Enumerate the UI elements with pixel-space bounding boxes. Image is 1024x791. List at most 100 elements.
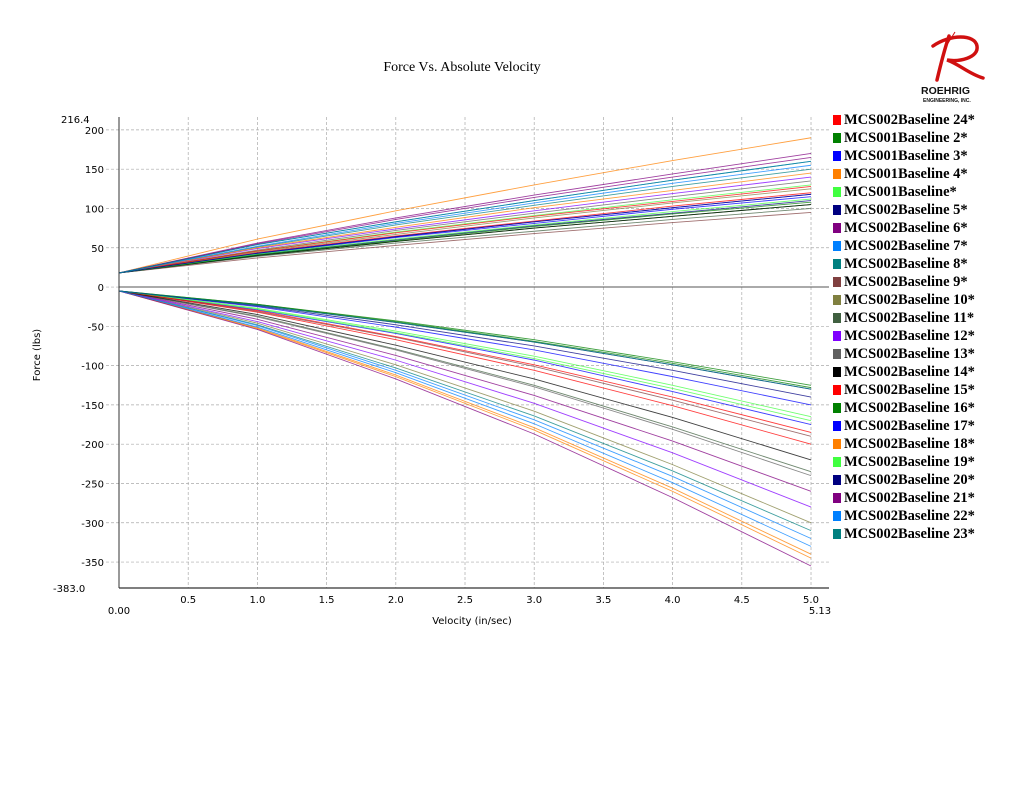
legend-label: MCS002Baseline 22* [844,508,975,524]
x-axis-label: Velocity (in/sec) [432,616,512,627]
legend-item[interactable]: MCS002Baseline 12* [833,327,975,345]
series-line-rebound [118,201,812,274]
legend-label: MCS002Baseline 17* [844,418,975,434]
y-tick-label: -50 [88,322,104,333]
x-tick-label: 5.0 [803,595,819,606]
legend-swatch [833,169,841,179]
legend-label: MCS002Baseline 24* [844,112,975,128]
legend-swatch [833,295,841,305]
series-line-compression [118,290,812,390]
legend-label: MCS001Baseline* [844,184,957,200]
legend-label: MCS001Baseline 3* [844,148,968,164]
legend-swatch [833,313,841,323]
legend-item[interactable]: MCS002Baseline 17* [833,417,975,435]
legend-item[interactable]: MCS002Baseline 23* [833,525,975,543]
legend-label: MCS002Baseline 21* [844,490,975,506]
legend-swatch [833,259,841,269]
y-tick-label: 200 [85,126,104,137]
logo-r-icon: ROEHRIG ENGINEERING, INC. [921,31,985,104]
legend-item[interactable]: MCS002Baseline 19* [833,453,975,471]
legend-swatch [833,115,841,125]
series-line-rebound [118,193,812,274]
series-line-compression [118,290,812,433]
legend-swatch [833,511,841,521]
legend-item[interactable]: MCS001Baseline* [833,183,975,201]
legend-label: MCS002Baseline 23* [844,526,975,542]
y-tick-label: -250 [81,479,104,490]
legend-item[interactable]: MCS002Baseline 5* [833,201,975,219]
legend-item[interactable]: MCS001Baseline 3* [833,147,975,165]
legend-swatch [833,493,841,503]
y-tick-label: -350 [81,558,104,569]
series-line-compression [118,290,812,477]
series-line-compression [118,290,812,473]
legend-label: MCS002Baseline 5* [844,202,968,218]
y-tick-label: 100 [85,204,104,215]
legend-item[interactable]: MCS002Baseline 21* [833,489,975,507]
legend-item[interactable]: MCS002Baseline 18* [833,435,975,453]
legend-item[interactable]: MCS002Baseline 9* [833,273,975,291]
legend-label: MCS002Baseline 9* [844,274,968,290]
legend-item[interactable]: MCS002Baseline 10* [833,291,975,309]
legend-label: MCS002Baseline 18* [844,436,975,452]
series-line-rebound [118,137,812,274]
legend-label: MCS002Baseline 14* [844,364,975,380]
legend-swatch [833,367,841,377]
legend-swatch [833,349,841,359]
series-line-compression [118,290,812,422]
series-line-compression [118,290,812,567]
legend-swatch [833,241,841,251]
series-line-compression [118,290,812,425]
y-min-label: -383.0 [53,584,85,595]
series-line-rebound [118,188,812,274]
legend-label: MCS002Baseline 15* [844,382,975,398]
legend-item[interactable]: MCS002Baseline 7* [833,237,975,255]
legend-item[interactable]: MCS002Baseline 14* [833,363,975,381]
y-tick-label: -200 [81,440,104,451]
y-tick-label: 150 [85,165,104,176]
legend-swatch [833,475,841,485]
legend-label: MCS002Baseline 7* [844,238,968,254]
legend-item[interactable]: MCS002Baseline 16* [833,399,975,417]
legend-label: MCS001Baseline 2* [844,130,968,146]
legend-item[interactable]: MCS002Baseline 8* [833,255,975,273]
series-line-compression [118,290,812,559]
legend-item[interactable]: MCS002Baseline 20* [833,471,975,489]
legend-swatch [833,205,841,215]
series-line-compression [118,290,812,445]
legend-item[interactable]: MCS002Baseline 24* [833,111,975,129]
logo-subtitle: ENGINEERING, INC. [923,98,971,104]
legend-label: MCS002Baseline 6* [844,220,968,236]
series-line-rebound [118,208,812,274]
legend: MCS002Baseline 24* MCS001Baseline 2* MCS00… [833,111,975,543]
series-line-compression [118,290,812,524]
legend-item[interactable]: MCS002Baseline 11* [833,309,975,327]
legend-item[interactable]: MCS001Baseline 2* [833,129,975,147]
series-line-rebound [118,160,812,274]
legend-item[interactable]: MCS002Baseline 6* [833,219,975,237]
series-line-compression [118,290,812,418]
x-tick-label: 2.0 [388,595,404,606]
series-line-rebound [118,153,812,274]
series-line-compression [118,290,812,539]
legend-item[interactable]: MCS001Baseline 4* [833,165,975,183]
legend-item[interactable]: MCS002Baseline 22* [833,507,975,525]
series-lines [118,137,812,567]
series-line-compression [118,290,812,532]
legend-label: MCS002Baseline 20* [844,472,975,488]
series-line-compression [118,290,812,555]
y-tick-label: 50 [91,244,104,255]
x-tick-label: 4.0 [665,595,681,606]
legend-label: MCS002Baseline 8* [844,256,968,272]
series-line-compression [118,290,812,547]
legend-swatch [833,457,841,467]
series-line-compression [118,290,812,461]
x-tick-label: 3.5 [595,595,611,606]
series-line-compression [118,290,812,406]
series-line-compression [118,290,812,508]
legend-swatch [833,223,841,233]
legend-item[interactable]: MCS002Baseline 13* [833,345,975,363]
legend-label: MCS002Baseline 11* [844,310,975,326]
legend-item[interactable]: MCS002Baseline 15* [833,381,975,399]
